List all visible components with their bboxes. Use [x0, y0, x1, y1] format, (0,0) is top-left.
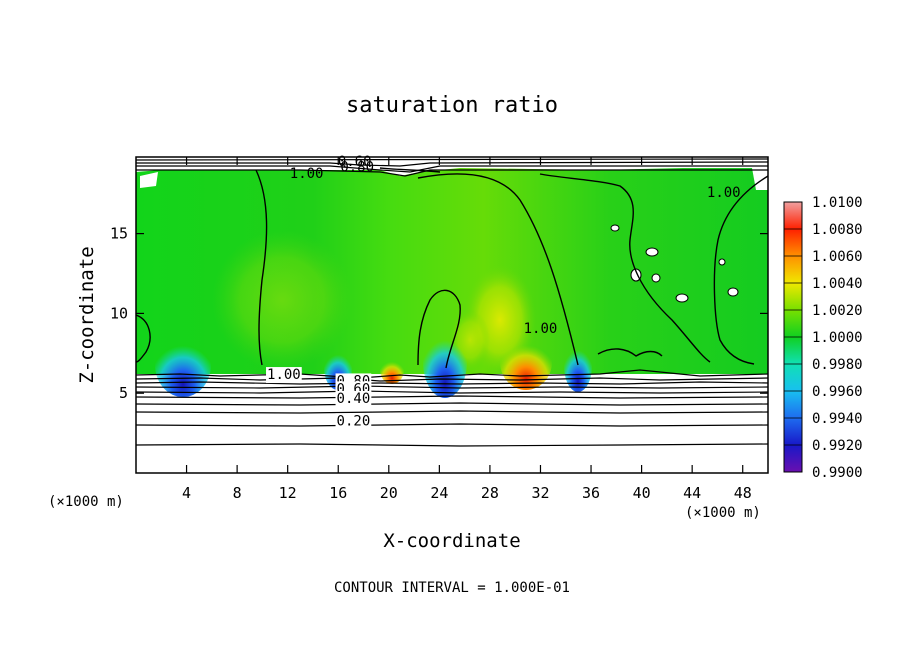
- contour-label: 1.00: [290, 166, 324, 182]
- upper-left-patch: [140, 172, 158, 188]
- contour-label: 0.20: [337, 413, 371, 429]
- contour-label-bg: [335, 413, 372, 430]
- contours-1p00: [136, 167, 768, 369]
- x-tick-label: 36: [582, 484, 600, 502]
- blue-anomaly-3: [423, 326, 467, 398]
- contour-label-bg: [335, 390, 372, 407]
- colorbar-label: 1.0040: [812, 276, 863, 292]
- contours-upper-layer: [136, 158, 768, 177]
- colorbar-label: 1.0100: [812, 195, 863, 211]
- plot-area: [136, 157, 768, 473]
- x-tick-label: 28: [481, 484, 499, 502]
- contour-label: 0.60: [338, 154, 372, 170]
- x-tick-label: 12: [279, 484, 297, 502]
- y-tick-label: 10: [110, 304, 128, 322]
- contours-stable-layer: [136, 369, 768, 447]
- contour-label: 1.00: [524, 321, 558, 337]
- y-axis-label: Z-coordinate: [76, 246, 98, 383]
- colorbar-band: [784, 229, 802, 256]
- chart-title: saturation ratio: [346, 93, 558, 118]
- colorbar-band: [784, 256, 802, 283]
- x-tick-label: 32: [531, 484, 549, 502]
- colorbar-band: [784, 337, 802, 364]
- colorbar-label: 0.9960: [812, 384, 863, 400]
- y-tick-label: 15: [110, 225, 128, 243]
- red-anomaly-1: [380, 356, 404, 384]
- x-tick-label: 8: [233, 484, 242, 502]
- y-tick-label: 5: [119, 384, 128, 402]
- colorbar-band: [784, 364, 802, 391]
- colorbar: 0.9900 0.9920 0.9940 0.9960 0.9980 1.0000 1.00…: [783, 195, 863, 481]
- colorbar-label: 0.9980: [812, 357, 863, 373]
- colorbar-band: [784, 202, 802, 229]
- x-unit-note-left: (×1000 m): [48, 494, 124, 510]
- contour-label: 0.80: [340, 160, 374, 176]
- yellow-anomaly-west: [212, 230, 352, 370]
- blue-anomaly-1: [155, 333, 211, 397]
- contour-label: 0.40: [337, 391, 371, 407]
- colorbar-band: [784, 283, 802, 310]
- colorbar-label: 0.9900: [812, 465, 863, 481]
- contour-label: 1.00: [707, 185, 741, 201]
- colorbar-band: [784, 418, 802, 445]
- colorbar-band: [784, 391, 802, 418]
- x-axis-label: X-coordinate: [383, 530, 520, 552]
- colorbar-label: 0.9920: [812, 438, 863, 454]
- x-axis-ticks: 4 8 12 16 20 24 28 32 36 40 44 48: [182, 157, 752, 502]
- x-tick-label: 48: [734, 484, 752, 502]
- y-axis-ticks: 5 10 15: [110, 225, 768, 402]
- colorbar-label: 0.9940: [812, 411, 863, 427]
- blue-anomaly-4: [564, 340, 592, 392]
- x-tick-label: 44: [683, 484, 701, 502]
- x-tick-label: 40: [633, 484, 651, 502]
- x-tick-label: 24: [430, 484, 448, 502]
- contour-label: 1.00: [267, 367, 301, 383]
- x-tick-label: 4: [182, 484, 191, 502]
- contour-interval-note: CONTOUR INTERVAL = 1.000E-01: [334, 580, 570, 596]
- contour-label-bg: [266, 367, 302, 384]
- colorbar-label: 1.0000: [812, 330, 863, 346]
- x-tick-label: 20: [380, 484, 398, 502]
- colorbar-band: [784, 445, 802, 472]
- colorbar-label: 1.0020: [812, 303, 863, 319]
- colorbar-label: 1.0080: [812, 222, 863, 238]
- x-unit-note-right: (×1000 m): [685, 505, 761, 521]
- colorbar-band: [784, 310, 802, 337]
- x-tick-label: 16: [329, 484, 347, 502]
- colorbar-label: 1.0060: [812, 249, 863, 265]
- contour-labels: 0.600.801.001.001.001.000.800.600.400.20: [266, 154, 741, 430]
- plot-frame: [135, 156, 769, 474]
- red-anomaly-2: [500, 334, 552, 390]
